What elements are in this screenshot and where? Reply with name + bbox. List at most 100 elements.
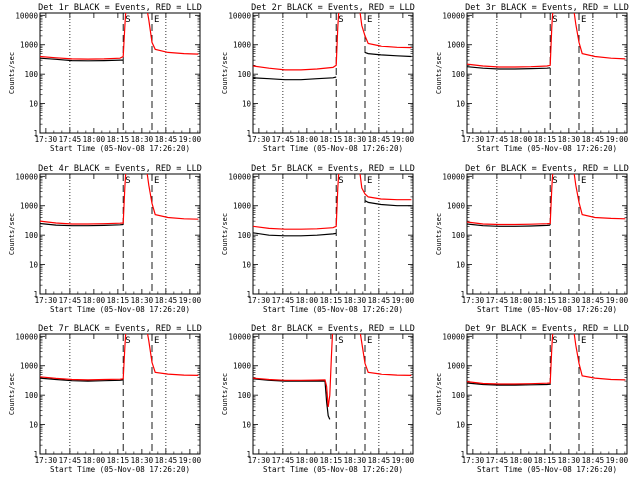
panel-det-9r: Det 9r BLACK = Events, RED = LLD 1 10 100 10… (435, 324, 629, 474)
series-group (40, 334, 199, 382)
y-tick-label: 100 (237, 70, 251, 79)
y-tick-label: 10000 (442, 332, 465, 341)
x-tick-label: 17:45 (486, 456, 509, 465)
y-tick-label: 1000 (20, 202, 39, 211)
panel-det-2r: Det 2r BLACK = Events, RED = LLD 1 10 100 10… (221, 3, 415, 153)
x-axis-label: Start Time (05-Nov-08 17:26:20) (263, 305, 403, 314)
plot-frame (466, 12, 628, 134)
events-series-line (467, 382, 551, 386)
series-group (467, 13, 626, 70)
x-tick-label: 18:00 (510, 135, 533, 144)
events-series-line (467, 223, 551, 227)
x-tick-label: 17:30 (35, 135, 58, 144)
interval-marker-S: S (552, 336, 557, 346)
panel-title: Det 3r BLACK = Events, RED = LLD (465, 3, 629, 13)
interval-marker-S: S (338, 336, 343, 346)
lld-series-line (467, 334, 626, 385)
y-tick-label: 1 (246, 129, 251, 138)
y-tick-label: 10 (242, 100, 252, 109)
x-tick-label: 18:00 (296, 456, 319, 465)
y-tick-label: 10000 (228, 332, 251, 341)
x-tick-label: 18:15 (534, 456, 557, 465)
series-group (253, 174, 412, 237)
x-tick-label: 19:00 (606, 135, 629, 144)
plot-frame (466, 173, 628, 295)
x-tick-label: 18:15 (320, 135, 343, 144)
x-tick-label: 18:00 (296, 135, 319, 144)
x-tick-label: 18:30 (131, 456, 154, 465)
y-tick-label: 1000 (233, 362, 252, 371)
events-series-line (40, 222, 124, 227)
series-group (253, 334, 412, 420)
x-tick-label: 18:45 (155, 135, 178, 144)
panel-det-6r: Det 6r BLACK = Events, RED = LLD 1 10 100 10… (435, 164, 629, 314)
y-tick-label: 10000 (442, 172, 465, 181)
y-tick-label: 10 (29, 421, 39, 430)
x-tick-label: 17:30 (462, 456, 485, 465)
x-axis-label: Start Time (05-Nov-08 17:26:20) (50, 465, 190, 474)
y-tick-label: 10000 (442, 11, 465, 20)
x-tick-label: 18:15 (107, 135, 130, 144)
x-tick-label: 19:00 (179, 456, 202, 465)
x-axis-label: Start Time (05-Nov-08 17:26:20) (263, 465, 403, 474)
x-tick-label: 18:30 (344, 456, 367, 465)
x-tick-label: 18:30 (558, 296, 581, 305)
lld-series-line (467, 13, 626, 68)
interval-marker-E: E (154, 15, 159, 25)
x-tick-label: 17:30 (248, 135, 271, 144)
interval-marker-S: S (552, 15, 557, 25)
interval-marker-E: E (154, 336, 159, 346)
x-tick-label: 17:45 (59, 296, 82, 305)
lld-series-line (40, 174, 199, 225)
x-tick-label: 19:00 (392, 135, 415, 144)
y-tick-label: 10 (29, 261, 39, 270)
x-tick-label: 18:15 (534, 135, 557, 144)
interval-marker-E: E (581, 176, 586, 186)
plot-frame (39, 333, 201, 455)
x-tick-label: 17:30 (462, 135, 485, 144)
y-tick-label: 10000 (228, 11, 251, 20)
y-tick-label: 100 (24, 231, 38, 240)
y-axis-label: Counts/sec (8, 213, 16, 255)
panel-det-7r: Det 7r BLACK = Events, RED = LLD 1 10 100 10… (8, 324, 202, 474)
x-tick-label: 18:15 (320, 296, 343, 305)
events-series-line (40, 57, 124, 62)
panel-det-1r: Det 1r BLACK = Events, RED = LLD 1 10 100 10… (8, 3, 202, 153)
y-tick-label: 100 (24, 391, 38, 400)
panel-title: Det 2r BLACK = Events, RED = LLD (251, 3, 415, 13)
x-tick-label: 18:45 (582, 135, 605, 144)
x-tick-label: 18:30 (131, 296, 154, 305)
x-tick-label: 18:45 (368, 456, 391, 465)
x-tick-label: 18:30 (131, 135, 154, 144)
y-tick-label: 1 (33, 129, 38, 138)
plot-frame (252, 333, 414, 455)
x-tick-label: 19:00 (606, 456, 629, 465)
x-tick-label: 18:00 (510, 296, 533, 305)
y-tick-label: 10 (29, 100, 39, 109)
y-tick-label: 1 (460, 450, 465, 459)
series-group (40, 13, 199, 62)
y-tick-label: 10 (456, 100, 466, 109)
x-tick-label: 18:45 (582, 296, 605, 305)
y-tick-label: 100 (237, 231, 251, 240)
interval-marker-E: E (367, 336, 372, 346)
interval-marker-S: S (552, 176, 557, 186)
x-tick-label: 19:00 (392, 456, 415, 465)
x-tick-label: 17:30 (462, 296, 485, 305)
x-tick-label: 18:45 (368, 296, 391, 305)
events-series-line-post (364, 200, 412, 207)
x-tick-label: 18:30 (344, 135, 367, 144)
series-group (253, 13, 412, 81)
y-tick-label: 1000 (447, 362, 466, 371)
x-tick-label: 17:45 (272, 135, 295, 144)
y-tick-label: 1000 (447, 41, 466, 50)
x-tick-label: 17:45 (272, 456, 295, 465)
y-tick-label: 100 (237, 391, 251, 400)
interval-marker-E: E (367, 176, 372, 186)
y-tick-label: 1000 (233, 41, 252, 50)
x-tick-label: 18:15 (107, 456, 130, 465)
y-axis-label: Counts/sec (435, 213, 443, 255)
y-tick-label: 1 (246, 450, 251, 459)
